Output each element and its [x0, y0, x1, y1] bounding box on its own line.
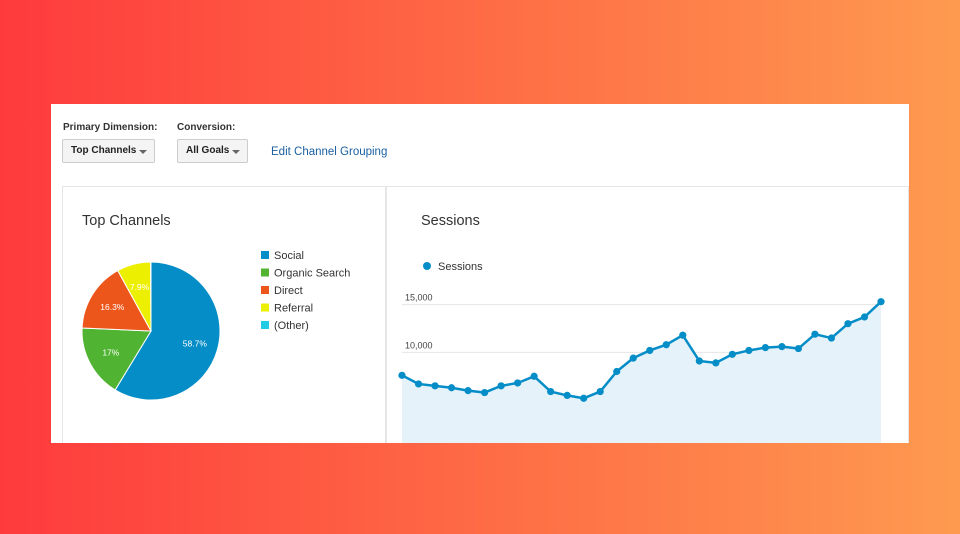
data-point	[695, 357, 703, 365]
legend-dot	[423, 262, 431, 270]
chevron-down-icon	[139, 150, 147, 154]
data-point	[646, 346, 654, 355]
legend-label: Social	[274, 250, 304, 262]
data-point	[613, 367, 621, 376]
data-point	[662, 341, 670, 349]
data-point	[580, 394, 588, 402]
top-channels-title: Top Channels	[82, 213, 171, 229]
legend-label: Organic Search	[274, 268, 350, 280]
legend-label: (Other)	[274, 320, 309, 332]
top-channels-pie-chart: 58.7% 17% 16.3% 7.9% Social Organic Search Dir…	[81, 250, 350, 401]
legend-swatch	[261, 251, 269, 259]
edit-channel-grouping-link[interactable]: Edit Channel Grouping	[271, 146, 388, 158]
legend-swatch	[261, 321, 269, 329]
data-point	[827, 334, 836, 342]
conversion-dropdown[interactable]: All Goals	[177, 139, 248, 163]
data-point	[761, 343, 769, 352]
data-point	[431, 382, 439, 390]
data-point	[860, 313, 869, 321]
data-point	[629, 354, 637, 362]
pie-slice-label: 7.9%	[130, 282, 150, 292]
data-point	[398, 371, 406, 379]
conversion-value: All Goals	[186, 145, 230, 156]
legend-label: Sessions	[438, 261, 483, 273]
legend-swatch	[261, 303, 269, 312]
primary-dimension-label: Primary Dimension:	[63, 122, 158, 133]
legend-swatch	[261, 268, 269, 277]
data-point	[877, 298, 885, 306]
data-point	[414, 380, 423, 388]
data-point	[464, 387, 472, 395]
data-point	[596, 387, 604, 396]
data-point	[794, 344, 803, 353]
primary-dimension-value: Top Channels	[71, 145, 137, 156]
data-point	[497, 382, 505, 390]
data-point	[778, 343, 786, 351]
sessions-title: Sessions	[421, 213, 480, 229]
data-point	[563, 391, 571, 400]
data-point	[712, 359, 720, 367]
data-point	[480, 388, 489, 397]
sessions-area	[402, 301, 881, 443]
pie-slice-label: 58.7%	[183, 338, 208, 348]
pie-slice-direct	[81, 269, 152, 332]
conversion-label: Conversion:	[177, 122, 236, 133]
data-point	[745, 346, 753, 355]
legend-label: Direct	[274, 285, 303, 297]
chevron-down-icon	[232, 150, 240, 154]
y-tick-label: 15,000	[405, 293, 433, 303]
data-point	[679, 331, 687, 339]
pie-slice-organic-search	[81, 327, 152, 391]
data-point	[514, 379, 522, 387]
pie-slice-label: 16.3%	[100, 302, 125, 312]
data-point	[811, 330, 819, 338]
pie-slice-social	[114, 261, 221, 401]
report-card: Primary Dimension: Top Channels Conversi…	[51, 104, 909, 443]
data-point	[547, 387, 555, 396]
primary-dimension-dropdown[interactable]: Top Channels	[62, 139, 155, 163]
data-point	[844, 320, 852, 328]
pie-slice-label: 17%	[102, 347, 119, 357]
legend-swatch	[261, 286, 269, 294]
top-channels-panel: Top Channels 58.7% 17% 16.3% 7.9% Social Orga…	[62, 186, 386, 443]
legend-label: Referral	[274, 303, 313, 315]
y-tick-label: 10,000	[405, 340, 433, 350]
data-point	[447, 384, 456, 392]
data-point	[530, 372, 538, 380]
data-point	[728, 350, 736, 358]
